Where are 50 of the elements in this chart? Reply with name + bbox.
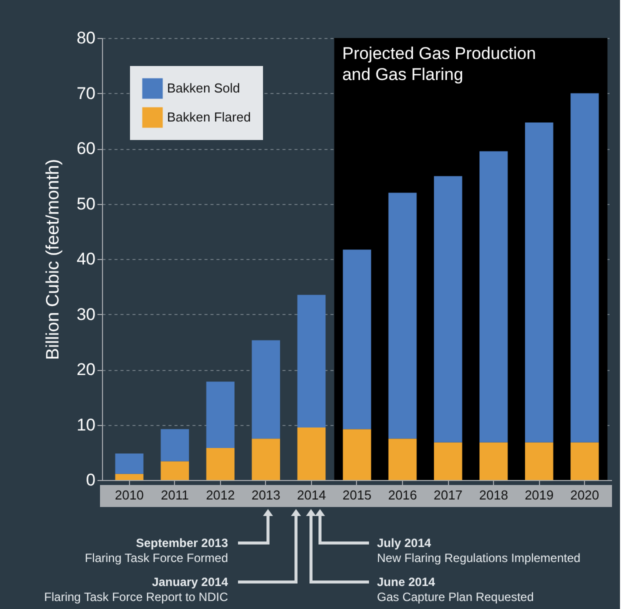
bar xyxy=(434,176,462,442)
bar xyxy=(206,382,235,448)
x-tick-label: 2017 xyxy=(434,488,463,502)
y-tick-label: 40 xyxy=(76,250,96,268)
y-tick-label: 80 xyxy=(76,28,96,48)
bar xyxy=(570,93,599,442)
y-tick-label: 20 xyxy=(76,360,96,379)
x-tick-label: 2010 xyxy=(114,488,144,502)
bar xyxy=(115,474,144,480)
y-tick-label: 60 xyxy=(76,139,96,158)
bar xyxy=(388,192,417,439)
bar xyxy=(525,442,554,480)
bar xyxy=(297,294,326,428)
bar xyxy=(115,453,144,474)
y-tick-label: 70 xyxy=(76,84,96,103)
text: January 2014 Flaring Task Force Report to NDIC xyxy=(44,575,228,604)
bar xyxy=(525,122,554,442)
x-tick-label: 2015 xyxy=(342,488,372,502)
bar xyxy=(479,151,508,442)
x-tick-label: 2011 xyxy=(160,488,189,502)
x-tick-label: 2013 xyxy=(251,488,280,502)
bar xyxy=(206,448,235,480)
legend-label: Bakken Flared xyxy=(167,110,251,124)
text: June 2014 Gas Capture Plan Requested xyxy=(377,575,534,604)
y-tick-label: 50 xyxy=(76,194,96,214)
y-tick-label: 0 xyxy=(86,470,96,490)
band-label: Projected Gas Production and Gas Flaring xyxy=(342,44,536,84)
y-axis-title: Billion Cubic (feet/month) xyxy=(42,158,63,360)
bar xyxy=(342,429,372,480)
y-tick-label: 10 xyxy=(76,415,96,434)
text: September 2013 Flaring Task Force Formed xyxy=(84,536,228,565)
y-tick-label: 30 xyxy=(76,304,96,324)
x-tick-label: 2019 xyxy=(524,488,554,502)
x-tick-label: 2014 xyxy=(297,488,326,502)
bar xyxy=(160,429,189,462)
bar xyxy=(342,250,372,430)
bar xyxy=(570,442,599,480)
bar xyxy=(252,438,280,480)
x-tick-label: 2016 xyxy=(388,488,417,502)
legend-label: Bakken Sold xyxy=(167,80,240,96)
x-tick-label: 2020 xyxy=(570,488,600,502)
bar xyxy=(388,438,417,480)
bar xyxy=(434,442,462,480)
bar xyxy=(160,461,189,480)
bar xyxy=(252,340,280,439)
bar xyxy=(297,428,326,480)
x-tick-label: 2012 xyxy=(206,488,235,502)
x-tick-label: 2018 xyxy=(479,488,508,502)
text: July 2014 New Flaring Regulations Implemented xyxy=(377,536,580,565)
bar xyxy=(479,442,508,480)
